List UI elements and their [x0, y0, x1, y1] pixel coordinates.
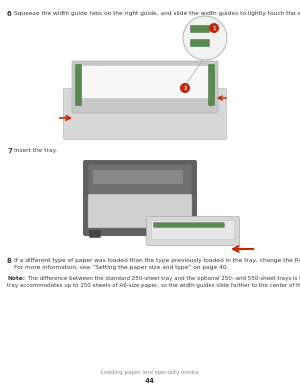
Text: 2: 2 [183, 85, 187, 90]
FancyBboxPatch shape [83, 161, 196, 236]
Circle shape [180, 83, 190, 93]
FancyBboxPatch shape [154, 223, 224, 227]
Text: Squeeze the width guide tabs on the right guide, and slide the width guides to l: Squeeze the width guide tabs on the righ… [14, 11, 300, 16]
FancyBboxPatch shape [88, 194, 192, 228]
Text: If a different type of paper was loaded than the type previously loaded in the t: If a different type of paper was loaded … [14, 258, 300, 263]
FancyBboxPatch shape [76, 65, 81, 105]
Circle shape [183, 16, 227, 60]
FancyBboxPatch shape [89, 230, 100, 237]
Text: 6: 6 [7, 11, 12, 17]
FancyBboxPatch shape [190, 26, 209, 33]
Text: Note:: Note: [7, 276, 25, 281]
Text: 1: 1 [212, 26, 216, 31]
FancyBboxPatch shape [92, 170, 184, 185]
FancyBboxPatch shape [152, 220, 235, 239]
FancyBboxPatch shape [190, 40, 209, 47]
Text: 7: 7 [7, 148, 12, 154]
Text: For more information, see “Setting the paper size and type” on page 40.: For more information, see “Setting the p… [14, 265, 229, 270]
Text: The difference between the standard 250-sheet tray and the optional 250- and 550: The difference between the standard 250-… [26, 276, 300, 281]
FancyBboxPatch shape [88, 164, 192, 194]
FancyBboxPatch shape [179, 230, 191, 237]
FancyBboxPatch shape [79, 66, 212, 99]
FancyBboxPatch shape [209, 65, 214, 105]
Text: 44: 44 [145, 378, 155, 384]
Text: 8: 8 [7, 258, 12, 264]
Text: Insert the tray.: Insert the tray. [14, 148, 57, 153]
FancyBboxPatch shape [146, 217, 239, 246]
Text: Loading paper and specialty media: Loading paper and specialty media [101, 370, 199, 375]
FancyBboxPatch shape [64, 88, 226, 140]
FancyBboxPatch shape [72, 61, 218, 113]
Circle shape [209, 23, 219, 33]
Text: tray accommodates up to 150 sheets of A6-size paper, so the width guides slide f: tray accommodates up to 150 sheets of A6… [7, 283, 300, 288]
